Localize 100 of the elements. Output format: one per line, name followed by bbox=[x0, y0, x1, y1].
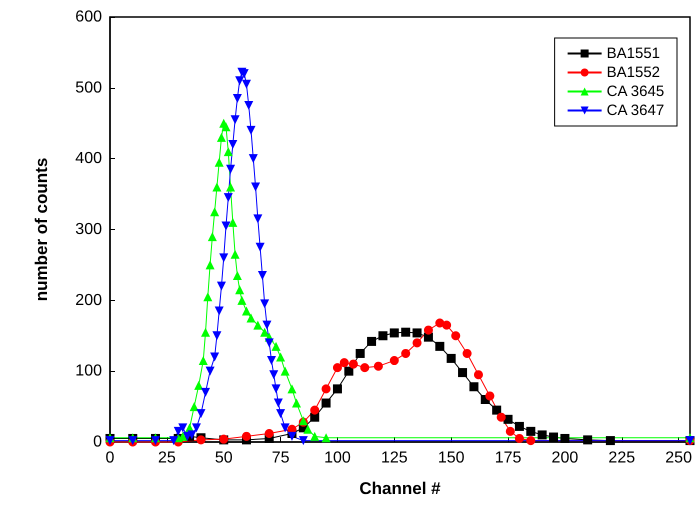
point bbox=[253, 214, 262, 224]
point bbox=[272, 384, 281, 394]
y-tick-label: 100 bbox=[75, 362, 102, 380]
point bbox=[276, 409, 286, 418]
point bbox=[216, 132, 226, 142]
point bbox=[242, 306, 251, 316]
x-tick-label: 150 bbox=[438, 450, 465, 466]
point bbox=[356, 348, 365, 358]
point bbox=[549, 432, 558, 442]
x-tick-label: 75 bbox=[272, 450, 290, 466]
point bbox=[260, 299, 270, 308]
point bbox=[298, 436, 308, 446]
point bbox=[606, 436, 615, 446]
point bbox=[332, 363, 342, 372]
x-tick-label: 100 bbox=[324, 450, 351, 466]
point bbox=[262, 320, 272, 330]
point bbox=[274, 398, 283, 408]
point bbox=[253, 320, 262, 330]
point bbox=[248, 154, 258, 164]
point bbox=[412, 328, 422, 338]
point bbox=[242, 432, 251, 441]
point bbox=[435, 342, 444, 351]
point bbox=[203, 292, 212, 302]
point bbox=[235, 285, 244, 294]
legend-label: CA 3647 bbox=[606, 102, 664, 119]
point bbox=[244, 101, 254, 110]
point bbox=[412, 338, 422, 348]
point bbox=[378, 331, 388, 340]
point bbox=[237, 296, 246, 305]
point bbox=[224, 193, 233, 202]
point bbox=[442, 320, 452, 330]
x-tick-label: 175 bbox=[494, 450, 522, 466]
point bbox=[462, 348, 472, 358]
point bbox=[264, 338, 274, 348]
point bbox=[230, 250, 240, 259]
point bbox=[287, 432, 296, 441]
y-tick-label: 500 bbox=[75, 79, 102, 96]
point bbox=[210, 352, 220, 362]
point bbox=[258, 271, 267, 280]
point bbox=[560, 434, 570, 443]
point bbox=[210, 207, 220, 216]
point bbox=[214, 158, 224, 167]
point bbox=[228, 218, 238, 227]
point bbox=[169, 436, 178, 446]
point bbox=[208, 232, 217, 242]
point bbox=[235, 76, 244, 86]
point bbox=[266, 356, 276, 366]
point bbox=[222, 221, 230, 230]
point bbox=[206, 260, 215, 270]
y-tick-label: 300 bbox=[75, 221, 102, 238]
point bbox=[514, 434, 524, 443]
point bbox=[246, 314, 256, 323]
point bbox=[538, 430, 547, 440]
point bbox=[360, 363, 370, 372]
point bbox=[224, 147, 233, 156]
point bbox=[506, 426, 515, 436]
point bbox=[469, 382, 478, 392]
point bbox=[332, 384, 342, 394]
point bbox=[390, 356, 399, 366]
point bbox=[201, 328, 210, 337]
x-tick-label: 225 bbox=[608, 450, 636, 466]
point bbox=[228, 140, 238, 149]
point bbox=[280, 423, 290, 432]
point bbox=[322, 433, 331, 442]
point bbox=[192, 423, 201, 432]
point bbox=[276, 352, 286, 362]
legend-label: CA 3645 bbox=[606, 83, 664, 100]
point bbox=[310, 432, 320, 441]
point bbox=[485, 391, 494, 400]
point bbox=[458, 368, 468, 378]
x-tick-label: 50 bbox=[214, 450, 233, 466]
x-tick-label: 200 bbox=[552, 450, 578, 466]
x-tick-label: 250 bbox=[665, 450, 692, 466]
point bbox=[269, 370, 278, 380]
y-tick-label: 200 bbox=[75, 292, 102, 309]
point bbox=[322, 384, 331, 394]
point bbox=[232, 271, 242, 280]
point bbox=[232, 94, 242, 103]
y-axis-title: number of counts bbox=[32, 158, 51, 302]
legend-label: BA1551 bbox=[606, 45, 660, 62]
x-tick-label: 0 bbox=[106, 450, 115, 466]
point bbox=[264, 429, 274, 438]
point bbox=[226, 164, 236, 174]
point bbox=[251, 182, 260, 192]
point bbox=[206, 366, 215, 376]
point bbox=[514, 422, 524, 431]
point bbox=[292, 398, 302, 408]
point bbox=[226, 182, 236, 192]
point bbox=[390, 328, 399, 338]
point bbox=[303, 424, 312, 434]
point bbox=[340, 358, 349, 368]
point bbox=[222, 122, 230, 132]
point bbox=[212, 331, 222, 340]
point bbox=[196, 409, 206, 418]
point bbox=[214, 306, 224, 316]
legend-label: BA1552 bbox=[606, 64, 660, 81]
point bbox=[201, 388, 210, 397]
point bbox=[194, 380, 204, 390]
point bbox=[348, 360, 358, 369]
point bbox=[310, 406, 320, 415]
